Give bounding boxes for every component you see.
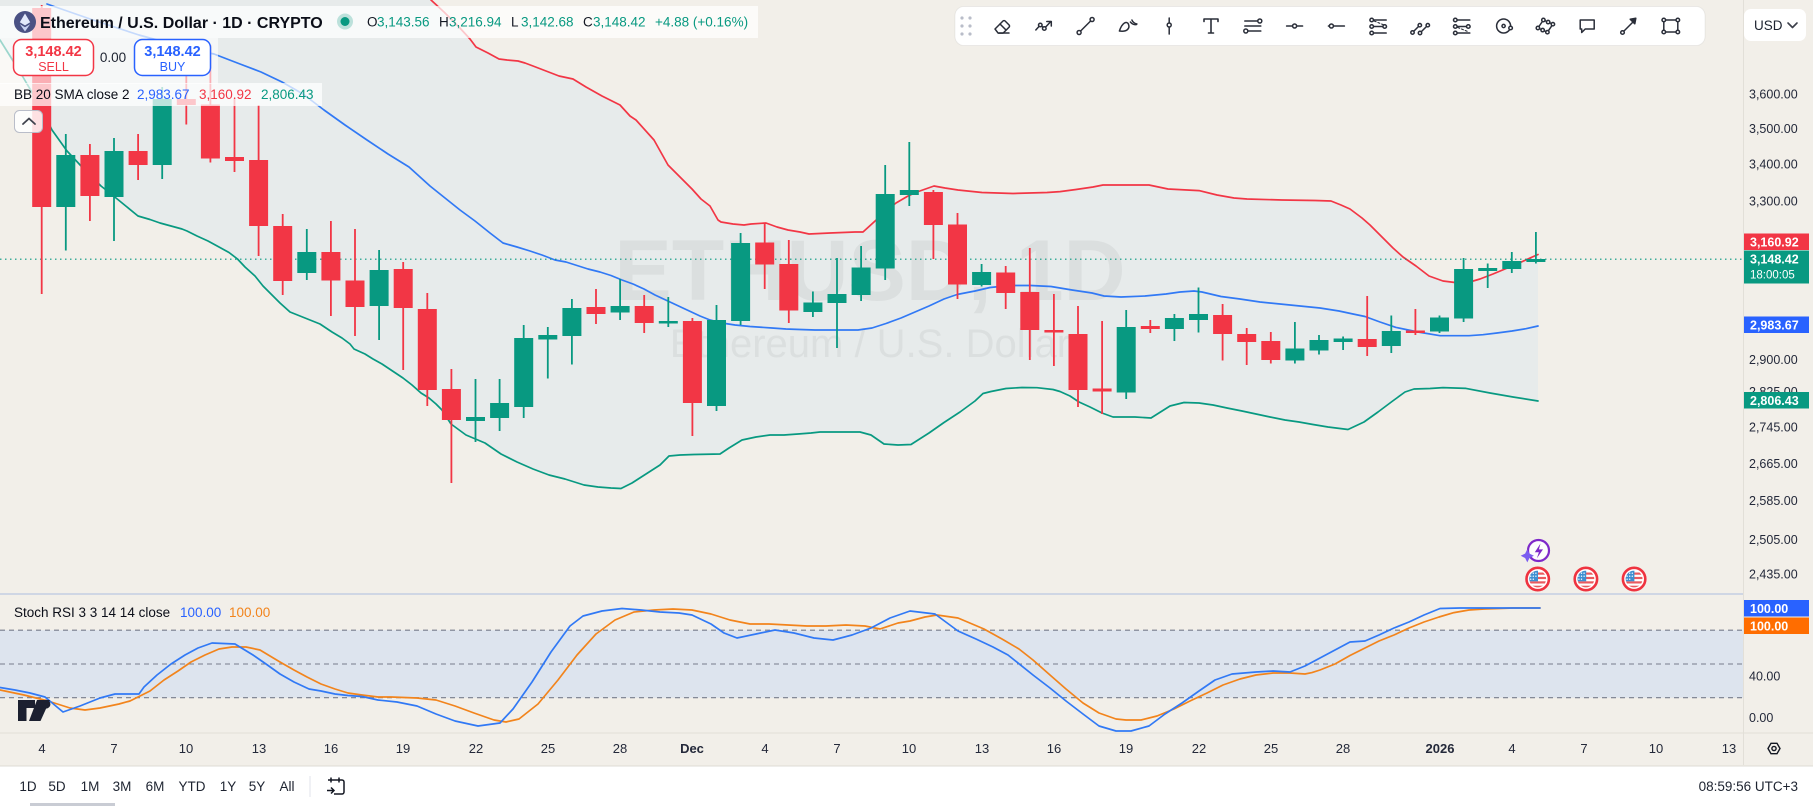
svg-text:O: O <box>367 15 378 30</box>
svg-text:3,148.42: 3,148.42 <box>25 44 81 60</box>
svg-text:13: 13 <box>1722 741 1736 756</box>
svg-text:08:59:56 UTC+3: 08:59:56 UTC+3 <box>1699 779 1798 794</box>
svg-text:4: 4 <box>1508 741 1515 756</box>
svg-text:2,665.00: 2,665.00 <box>1749 457 1798 471</box>
svg-text:3M: 3M <box>113 779 132 794</box>
svg-text:2026: 2026 <box>1426 741 1455 756</box>
svg-text:13: 13 <box>252 741 266 756</box>
svg-text:2,983.67: 2,983.67 <box>137 87 190 102</box>
svg-text:2,900.00: 2,900.00 <box>1749 353 1798 367</box>
svg-text:4: 4 <box>38 741 45 756</box>
svg-text:7: 7 <box>1580 741 1587 756</box>
svg-text:+4.88 (+0.16%): +4.88 (+0.16%) <box>655 15 748 30</box>
svg-text:3,148.42: 3,148.42 <box>144 44 200 60</box>
svg-text:100.00: 100.00 <box>1750 620 1788 634</box>
svg-text:5Y: 5Y <box>249 779 266 794</box>
svg-text:100.00: 100.00 <box>229 605 270 620</box>
svg-text:3,148.42: 3,148.42 <box>593 15 646 30</box>
svg-text:3,216.94: 3,216.94 <box>449 15 502 30</box>
svg-text:6M: 6M <box>146 779 165 794</box>
svg-text:3,400.00: 3,400.00 <box>1749 158 1798 172</box>
svg-text:3,600.00: 3,600.00 <box>1749 88 1798 102</box>
svg-text:100.00: 100.00 <box>1750 602 1788 616</box>
svg-text:100.00: 100.00 <box>180 605 221 620</box>
svg-text:19: 19 <box>396 741 410 756</box>
svg-text:10: 10 <box>179 741 193 756</box>
svg-text:25: 25 <box>1264 741 1278 756</box>
svg-text:2,806.43: 2,806.43 <box>1750 394 1799 408</box>
svg-text:7: 7 <box>833 741 840 756</box>
svg-text:25: 25 <box>541 741 555 756</box>
svg-text:1M: 1M <box>81 779 100 794</box>
svg-text:28: 28 <box>613 741 627 756</box>
svg-text:SELL: SELL <box>38 60 69 74</box>
svg-text:0.00: 0.00 <box>1749 711 1773 725</box>
svg-text:1D: 1D <box>19 779 37 794</box>
svg-text:22: 22 <box>469 741 483 756</box>
svg-text:10: 10 <box>902 741 916 756</box>
svg-text:2,745.00: 2,745.00 <box>1749 421 1798 435</box>
svg-text:13: 13 <box>975 741 989 756</box>
svg-text:40.00: 40.00 <box>1749 670 1780 684</box>
svg-text:2,806.43: 2,806.43 <box>261 87 314 102</box>
svg-text:3,300.00: 3,300.00 <box>1749 194 1798 208</box>
svg-text:BUY: BUY <box>160 60 186 74</box>
svg-text:19: 19 <box>1119 741 1133 756</box>
svg-text:1Y: 1Y <box>220 779 237 794</box>
svg-text:All: All <box>279 779 294 794</box>
svg-text:2,505.00: 2,505.00 <box>1749 533 1798 547</box>
svg-text:2,585.00: 2,585.00 <box>1749 494 1798 508</box>
svg-text:7: 7 <box>110 741 117 756</box>
svg-text:28: 28 <box>1336 741 1350 756</box>
svg-text:18:00:05: 18:00:05 <box>1750 270 1795 282</box>
svg-text:3,160.92: 3,160.92 <box>1750 236 1799 250</box>
svg-text:0.00: 0.00 <box>100 50 126 65</box>
svg-text:Ethereum / U.S. Dollar · 1D ·: Ethereum / U.S. Dollar · 1D · CRYPTO <box>40 15 323 32</box>
svg-text:5D: 5D <box>48 779 66 794</box>
svg-text:H: H <box>439 15 449 30</box>
svg-text:Ethereum / U.S. Dollar: Ethereum / U.S. Dollar <box>670 322 1070 366</box>
svg-text:10: 10 <box>1649 741 1663 756</box>
svg-text:3,143.56: 3,143.56 <box>377 15 430 30</box>
svg-text:16: 16 <box>1047 741 1061 756</box>
svg-text:3,160.92: 3,160.92 <box>199 87 252 102</box>
svg-text:C: C <box>583 15 593 30</box>
svg-text:L: L <box>511 15 519 30</box>
svg-text:3,142.68: 3,142.68 <box>521 15 574 30</box>
svg-text:USD: USD <box>1754 18 1783 33</box>
svg-text:2,435.00: 2,435.00 <box>1749 568 1798 582</box>
svg-text:22: 22 <box>1192 741 1206 756</box>
svg-text:3,148.42: 3,148.42 <box>1750 253 1799 267</box>
svg-text:Dec: Dec <box>680 741 704 756</box>
svg-text:3,500.00: 3,500.00 <box>1749 122 1798 136</box>
svg-text:Stoch RSI 3 3 14 14 close: Stoch RSI 3 3 14 14 close <box>14 605 170 620</box>
svg-text:BB 20 SMA close 2: BB 20 SMA close 2 <box>14 87 130 102</box>
svg-text:2,983.67: 2,983.67 <box>1750 319 1799 333</box>
svg-text:YTD: YTD <box>179 779 206 794</box>
svg-text:4: 4 <box>761 741 768 756</box>
svg-text:16: 16 <box>324 741 338 756</box>
